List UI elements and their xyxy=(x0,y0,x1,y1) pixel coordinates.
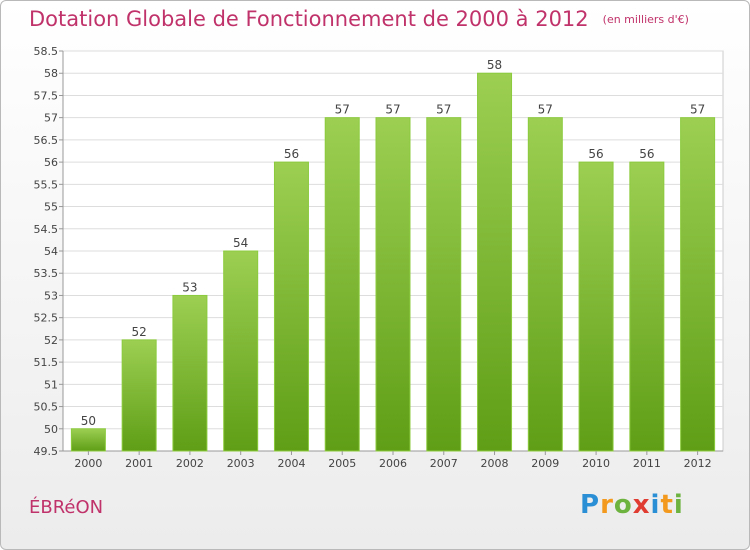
bar-2004 xyxy=(273,161,309,452)
data-label-2005: 57 xyxy=(335,103,350,117)
y-tick-label: 53.5 xyxy=(34,267,59,280)
y-tick-label: 52.5 xyxy=(34,312,59,325)
y-tick-label: 54 xyxy=(44,245,58,258)
data-label-2003: 54 xyxy=(233,236,248,250)
y-tick-label: 56.5 xyxy=(34,134,59,147)
y-tick-label: 58.5 xyxy=(34,45,59,58)
y-tick-label: 50 xyxy=(44,423,58,436)
y-tick-label: 57 xyxy=(44,112,58,125)
y-tick-label: 57.5 xyxy=(34,89,59,102)
x-tick-label-2011: 2011 xyxy=(633,457,661,470)
bar-2005 xyxy=(324,117,360,452)
bar-2000 xyxy=(70,428,106,452)
data-label-2000: 50 xyxy=(81,414,96,428)
data-label-2006: 57 xyxy=(385,103,400,117)
logo-letter: P xyxy=(580,490,601,520)
y-tick-label: 56 xyxy=(44,156,58,169)
x-tick-label-2005: 2005 xyxy=(328,457,356,470)
x-tick-label-2009: 2009 xyxy=(531,457,559,470)
x-tick-label-2008: 2008 xyxy=(481,457,509,470)
bar-2006 xyxy=(375,117,411,452)
logo-letter: x xyxy=(632,490,651,520)
data-label-2011: 56 xyxy=(639,147,654,161)
data-label-2004: 56 xyxy=(284,147,299,161)
y-tick-label: 50.5 xyxy=(34,401,59,414)
data-label-2001: 52 xyxy=(132,325,147,339)
data-label-2010: 56 xyxy=(588,147,603,161)
logo-letter: o xyxy=(613,490,633,520)
bar-2011 xyxy=(629,161,665,452)
y-tick-label: 53 xyxy=(44,289,58,302)
x-tick-label-2010: 2010 xyxy=(582,457,610,470)
x-tick-label-2006: 2006 xyxy=(379,457,407,470)
data-label-2012: 57 xyxy=(690,103,705,117)
unit-note: (en milliers d'€) xyxy=(602,13,689,26)
y-tick-label: 51 xyxy=(44,378,58,391)
y-tick-label: 52 xyxy=(44,334,58,347)
x-tick-label-2007: 2007 xyxy=(430,457,458,470)
logo-letter: r xyxy=(600,490,614,520)
y-tick-label: 58 xyxy=(44,67,58,80)
x-tick-label-2012: 2012 xyxy=(684,457,712,470)
data-label-2002: 53 xyxy=(182,280,197,294)
bar-2007 xyxy=(426,117,462,452)
title-text: Dotation Globale de Fonctionnement de 20… xyxy=(29,7,589,31)
data-label-2008: 58 xyxy=(487,58,502,72)
bar-2001 xyxy=(121,339,157,452)
logo-letter: t xyxy=(660,490,674,520)
logo-letter: i xyxy=(650,490,661,520)
y-tick-label: 49.5 xyxy=(34,445,59,458)
bar-2009 xyxy=(527,117,563,452)
bar-2010 xyxy=(578,161,614,452)
x-tick-label-2002: 2002 xyxy=(176,457,204,470)
bar-2008 xyxy=(477,72,513,452)
bar-2012 xyxy=(680,117,716,452)
bar-2003 xyxy=(223,250,259,452)
data-label-2009: 57 xyxy=(538,103,553,117)
y-tick-label: 51.5 xyxy=(34,356,59,369)
logo-letter: i xyxy=(673,490,684,520)
x-tick-label-2001: 2001 xyxy=(125,457,153,470)
x-tick-label-2000: 2000 xyxy=(74,457,102,470)
y-tick-label: 54.5 xyxy=(34,223,59,236)
y-tick-label: 55 xyxy=(44,201,58,214)
proxiti-logo[interactable]: Proxiti xyxy=(580,490,684,520)
x-tick-label-2003: 2003 xyxy=(227,457,255,470)
bar-2002 xyxy=(172,294,208,452)
x-tick-label-2004: 2004 xyxy=(277,457,305,470)
y-tick-label: 55.5 xyxy=(34,178,59,191)
place-name: ÉBRéON xyxy=(29,497,104,518)
data-label-2007: 57 xyxy=(436,103,451,117)
chart-title: Dotation Globale de Fonctionnement de 20… xyxy=(29,7,689,31)
